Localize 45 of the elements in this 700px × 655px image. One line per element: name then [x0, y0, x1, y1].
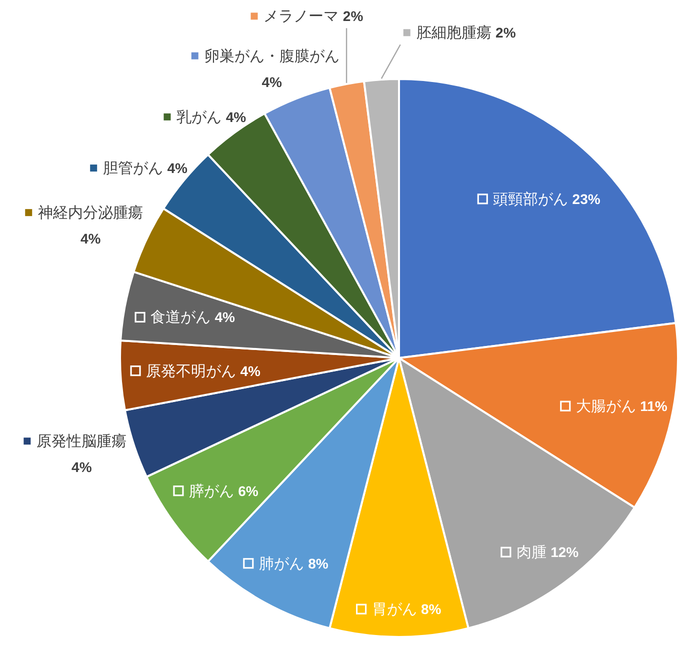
legend-label: 原発性脳腫瘍 — [36, 432, 127, 450]
data-label: 4% — [226, 108, 247, 125]
legend-label: 乳がん — [176, 108, 226, 126]
data-label: 肺がん 8% — [243, 554, 328, 572]
legend-label: 原発不明がん — [146, 362, 240, 380]
data-label: 膵がん 6% — [173, 482, 258, 500]
data-label: 23% — [572, 190, 601, 207]
data-label: 大腸がん 11% — [560, 398, 668, 415]
legend-label: 膵がん — [188, 482, 238, 500]
legend-label: 卵巣がん・腹膜がん — [204, 47, 340, 64]
legend-label: 神経内分泌腫瘍 — [38, 204, 144, 222]
data-label: 11% — [640, 398, 668, 414]
data-label: 6% — [238, 482, 259, 499]
data-label: 卵巣がん・腹膜がん 4% — [191, 47, 340, 90]
data-label: 8% — [308, 555, 329, 572]
data-label: 8% — [420, 601, 442, 618]
data-label: 4% — [80, 230, 102, 247]
data-label: 食道がん 4% — [134, 308, 235, 326]
data-label: 12% — [550, 544, 580, 560]
data-label: 2% — [342, 8, 364, 24]
legend-label: 胃がん — [372, 600, 421, 618]
legend-label: 大腸がん — [576, 398, 640, 415]
legend-label: 頭頸部がん — [493, 190, 572, 208]
legend-label: 食道がん — [150, 308, 215, 326]
data-label: 4% — [167, 160, 188, 176]
data-label: 胚細胞腫瘍 2% — [403, 24, 516, 42]
data-label: 乳がん 4% — [164, 108, 246, 126]
legend-label: 肺がん — [258, 554, 308, 572]
data-label: 原発不明がん 4% — [130, 362, 260, 380]
data-label: 2% — [496, 24, 516, 41]
legend-label: 胚細胞腫瘍 — [416, 24, 496, 42]
data-label: 4% — [262, 74, 283, 90]
data-label: 神経内分泌腫瘍 4% — [25, 204, 144, 247]
data-label: 4% — [214, 309, 236, 326]
data-label: 4% — [72, 459, 92, 476]
data-label: 胃がん 8% — [356, 600, 442, 618]
data-label: メラノーマ 2% — [250, 8, 364, 25]
legend-label: メラノーマ — [264, 8, 343, 25]
legend-label: 肉腫 — [516, 544, 551, 561]
data-label: 頭頸部がん 23% — [477, 190, 600, 208]
data-label: 原発性脳腫瘍 4% — [24, 432, 127, 476]
data-label: 肉腫 12% — [500, 544, 579, 561]
legend-label: 胆管がん — [103, 160, 168, 177]
data-label: 胆管がん 4% — [90, 160, 188, 177]
data-label: 4% — [240, 362, 261, 379]
